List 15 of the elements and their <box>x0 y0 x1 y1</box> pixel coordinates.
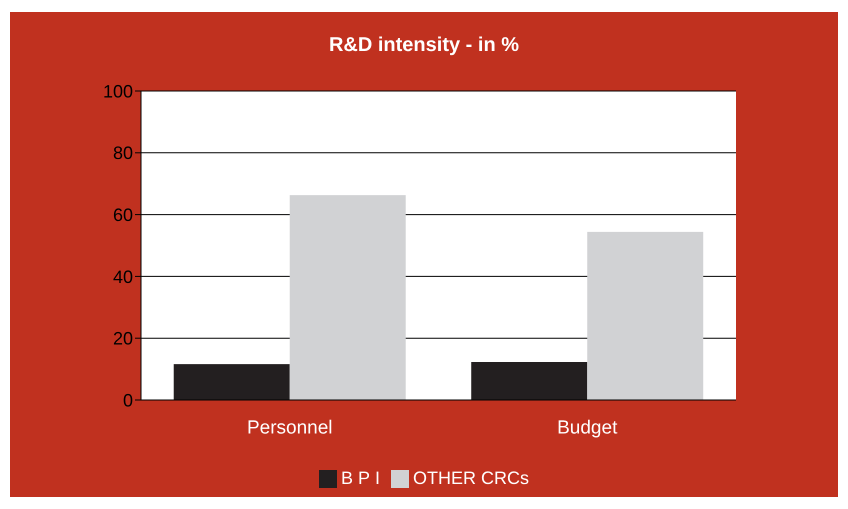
legend-label: BPI <box>340 468 385 489</box>
bar <box>471 362 588 400</box>
y-tick-label: 20 <box>112 328 133 349</box>
y-tick-label: 60 <box>112 204 133 225</box>
x-tick-label: Budget <box>557 417 618 438</box>
y-tick-label: 0 <box>122 390 133 410</box>
bar <box>174 364 290 400</box>
y-tick-label: 40 <box>112 266 133 287</box>
chart-title: R&D intensity - in % <box>328 34 520 57</box>
y-tick-label: 100 <box>102 81 133 102</box>
bar <box>587 232 704 400</box>
y-tick-label: 80 <box>112 143 133 164</box>
x-tick-label: Personnel <box>246 417 333 438</box>
legend-label: OTHER CRCs <box>413 468 529 489</box>
bar <box>290 195 406 400</box>
